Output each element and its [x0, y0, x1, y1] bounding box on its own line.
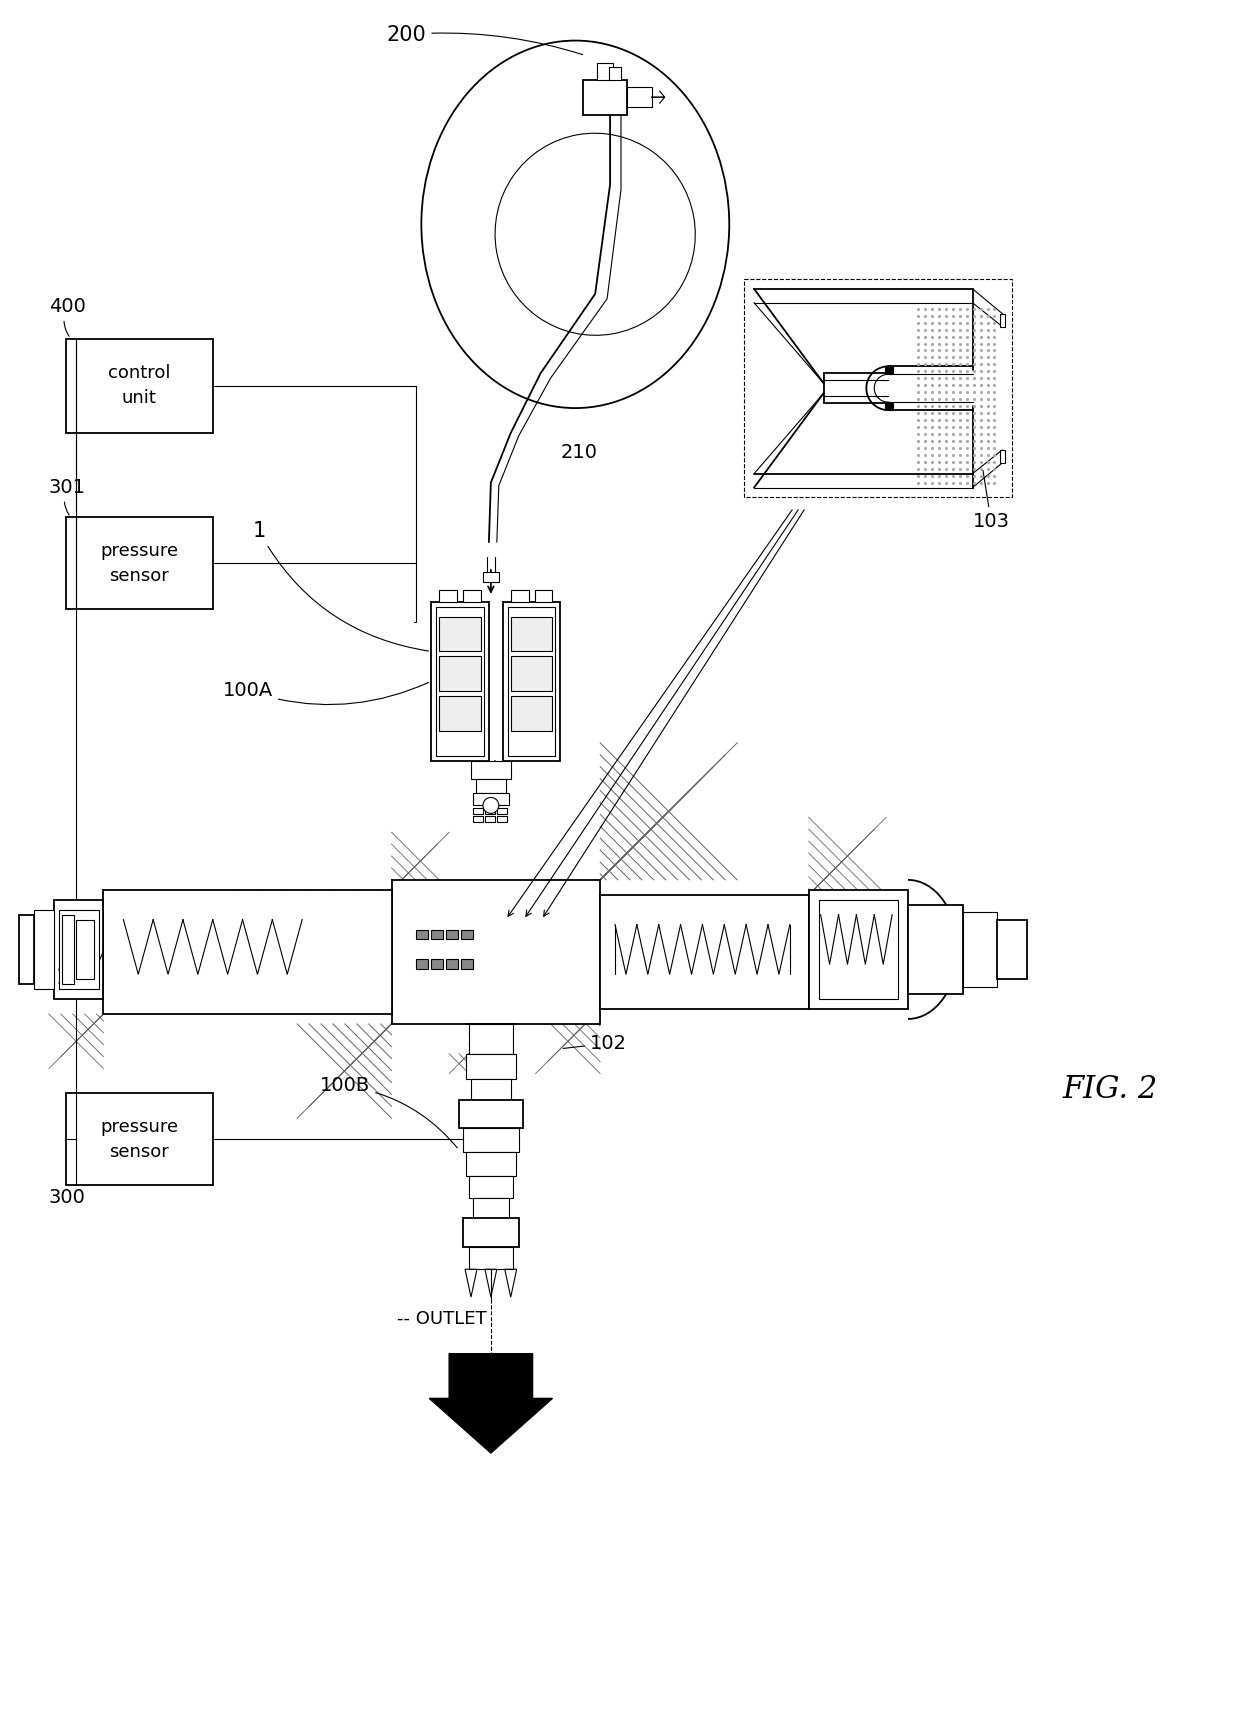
Text: 210: 210 [560, 442, 598, 461]
Bar [511, 696, 553, 731]
Bar [609, 67, 621, 79]
Text: 100A: 100A [223, 681, 429, 705]
Bar [534, 589, 553, 601]
Bar [53, 900, 103, 999]
Bar [463, 1128, 518, 1153]
Bar [446, 959, 458, 969]
Bar [58, 909, 98, 988]
Bar [472, 793, 508, 805]
Bar [471, 1078, 511, 1101]
Bar [627, 86, 652, 107]
Bar [19, 914, 33, 985]
Bar [598, 64, 613, 79]
Bar [417, 930, 428, 940]
Bar [392, 880, 600, 1025]
Bar [432, 959, 443, 969]
Bar [507, 607, 556, 755]
Text: 102: 102 [563, 1033, 627, 1052]
Bar [511, 617, 553, 651]
Bar [885, 366, 893, 375]
Text: 100: 100 [56, 952, 103, 988]
Bar [485, 816, 495, 823]
Bar [469, 1175, 512, 1198]
Bar [432, 601, 489, 760]
Bar [583, 79, 627, 116]
Text: control
unit: control unit [108, 365, 171, 408]
Bar [66, 339, 213, 434]
Bar [997, 919, 1027, 980]
Text: FIG. 2: FIG. 2 [1061, 1075, 1157, 1106]
Text: 400: 400 [48, 297, 86, 337]
Bar [497, 816, 507, 823]
Bar [466, 1153, 516, 1175]
Bar [472, 816, 482, 823]
Bar [600, 895, 808, 1009]
Bar [103, 890, 392, 1014]
Bar [33, 909, 53, 988]
Bar [439, 589, 458, 601]
Bar [502, 601, 560, 760]
Bar [744, 278, 1012, 498]
Bar [446, 930, 458, 940]
Text: 103: 103 [972, 470, 1009, 530]
Bar [62, 914, 73, 985]
Bar [463, 589, 481, 601]
Bar [497, 809, 507, 814]
Text: -- OUTLET: -- OUTLET [397, 1310, 486, 1327]
Circle shape [482, 797, 498, 814]
Bar [476, 779, 506, 793]
Text: 100B: 100B [320, 1077, 458, 1147]
Text: 301: 301 [48, 477, 86, 515]
Bar [485, 809, 495, 814]
Bar [436, 607, 484, 755]
Bar [439, 657, 481, 691]
Text: pressure
sensor: pressure sensor [100, 541, 179, 584]
Bar [1001, 314, 1006, 327]
Bar [472, 1198, 508, 1218]
Bar [885, 403, 893, 410]
Bar [469, 1025, 512, 1054]
Bar [471, 760, 511, 779]
Bar [66, 1094, 213, 1185]
Bar [417, 959, 428, 969]
Bar [432, 930, 443, 940]
Text: 1: 1 [253, 522, 429, 651]
Bar [818, 900, 898, 999]
Bar [482, 572, 498, 582]
Bar [1001, 449, 1006, 463]
Text: pressure
sensor: pressure sensor [100, 1118, 179, 1161]
Bar [908, 905, 962, 994]
Bar [472, 809, 482, 814]
Text: 300: 300 [48, 1185, 86, 1206]
Bar [469, 1248, 512, 1270]
Bar [808, 890, 908, 1009]
Bar [459, 1101, 522, 1128]
Bar [511, 589, 528, 601]
Bar [466, 1054, 516, 1078]
Bar [66, 517, 213, 608]
Bar [439, 696, 481, 731]
Bar [461, 959, 472, 969]
Bar [962, 912, 997, 987]
Bar [76, 919, 93, 980]
Bar [461, 930, 472, 940]
Bar [439, 617, 481, 651]
Polygon shape [429, 1353, 553, 1453]
Text: 200: 200 [387, 24, 583, 55]
Bar [463, 1218, 518, 1248]
Bar [511, 657, 553, 691]
